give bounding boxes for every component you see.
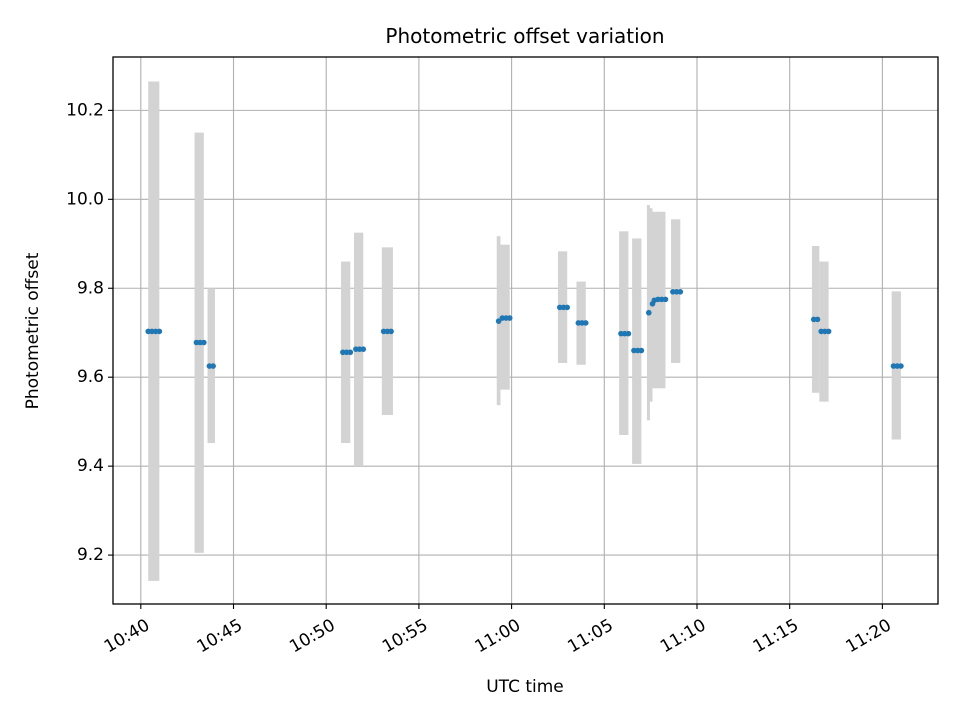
data-point xyxy=(156,328,163,335)
y-tick-label: 9.6 xyxy=(77,367,104,387)
y-tick-label: 9.4 xyxy=(77,456,104,476)
data-point xyxy=(347,349,354,356)
x-tick-label: 11:15 xyxy=(750,615,802,657)
chart-title: Photometric offset variation xyxy=(385,24,664,48)
data-point xyxy=(825,328,832,335)
y-tick-label: 10.0 xyxy=(66,189,104,209)
data-point xyxy=(201,339,207,346)
data-point xyxy=(210,363,216,369)
data-point xyxy=(625,330,632,337)
y-axis-title: Photometric offset xyxy=(23,252,43,409)
x-tick-label: 10:45 xyxy=(194,615,246,657)
data-point xyxy=(506,315,513,321)
plot-frame xyxy=(112,56,939,605)
x-tick-label: 11:20 xyxy=(842,615,894,657)
data-point xyxy=(898,363,904,369)
x-tick-label: 10:40 xyxy=(101,615,153,657)
y-tick-label: 9.8 xyxy=(77,278,104,298)
x-axis: 10:40 10:45 10:50 10:55 11:00 11:05 11:10 11:15… xyxy=(101,604,895,657)
y-tick-label: 10.2 xyxy=(66,100,104,120)
error-bands xyxy=(148,81,901,581)
data-point xyxy=(677,289,684,295)
data-point xyxy=(388,328,394,335)
data-points xyxy=(145,289,904,369)
x-tick-label: 10:50 xyxy=(286,615,338,657)
grid-lines xyxy=(113,57,938,604)
data-point xyxy=(582,320,589,326)
x-tick-label: 11:00 xyxy=(472,615,524,657)
y-axis: 9.2 9.4 9.6 9.8 10.0 10.2 xyxy=(66,100,113,565)
y-tick-label: 9.2 xyxy=(77,545,104,565)
x-tick-label: 10:55 xyxy=(379,615,431,657)
data-point xyxy=(814,316,821,323)
x-tick-label: 11:10 xyxy=(657,615,709,657)
data-point xyxy=(495,318,502,324)
data-point xyxy=(360,346,367,352)
data-point xyxy=(638,347,645,354)
data-point xyxy=(662,296,669,303)
data-point xyxy=(645,309,652,316)
data-point xyxy=(564,304,571,311)
x-tick-label: 11:05 xyxy=(564,615,616,657)
x-axis-title: UTC time xyxy=(486,677,564,697)
